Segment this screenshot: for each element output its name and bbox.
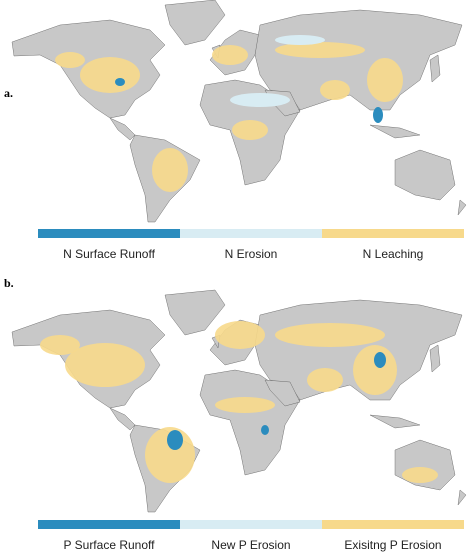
map-b: b. xyxy=(4,276,467,513)
panel-label: b. xyxy=(4,276,14,290)
legend-label: N Surface Runoff xyxy=(63,247,155,261)
legend-swatch xyxy=(322,520,464,529)
legend-label: P Surface Runoff xyxy=(64,538,156,552)
legend-swatch xyxy=(38,229,180,238)
panel-label: a. xyxy=(4,86,13,100)
legend-label: New P Erosion xyxy=(211,538,290,552)
legend-label: Exisitng P Erosion xyxy=(344,538,441,552)
legend-swatch xyxy=(322,229,464,238)
legend-swatch xyxy=(180,229,322,238)
legend-label: N Erosion xyxy=(225,247,278,261)
legend-swatch xyxy=(38,520,180,529)
map-a: a. xyxy=(4,0,467,223)
legend-swatch xyxy=(180,520,322,529)
legend-label: N Leaching xyxy=(363,247,424,261)
